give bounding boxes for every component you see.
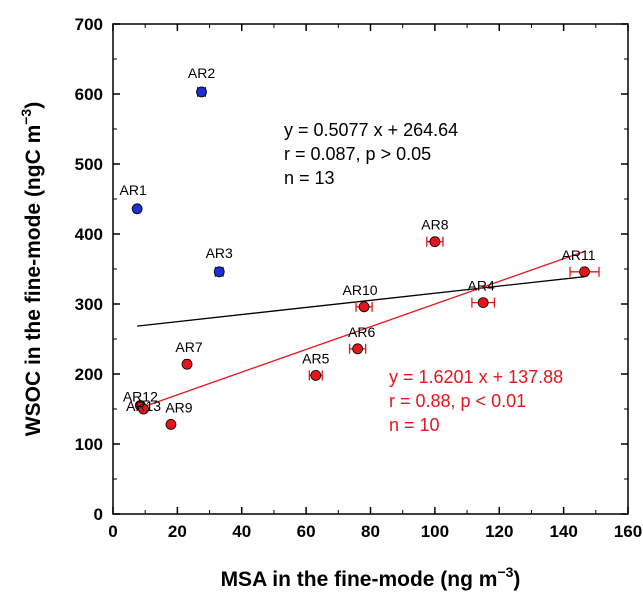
point-label: AR5 (302, 350, 329, 366)
data-point: AR8 (421, 217, 449, 248)
y-tick-label: 400 (75, 225, 103, 244)
marker-ar3 (213, 266, 225, 278)
point-label: AR4 (468, 278, 495, 294)
point-label: AR9 (165, 399, 192, 415)
point-label: AR6 (348, 324, 375, 340)
data-point: AR7 (175, 339, 203, 370)
point-label: AR2 (188, 65, 215, 81)
marker-ar8 (429, 236, 441, 248)
x-tick-label: 60 (297, 522, 316, 541)
point-label: AR8 (421, 217, 448, 233)
data-point: AR4 (468, 278, 496, 309)
point-label: AR1 (120, 182, 147, 198)
fit-lines (137, 250, 585, 409)
y-tick-label: 700 (75, 15, 103, 34)
data-point: AR9 (165, 399, 193, 430)
x-tick-label: 80 (361, 522, 380, 541)
point-label: AR10 (343, 282, 378, 298)
annotation-line: r = 0.88, p < 0.01 (389, 391, 526, 411)
point-label: AR3 (206, 245, 233, 261)
x-tick-label: 120 (485, 522, 513, 541)
data-point: AR2 (188, 65, 215, 98)
marker-ar1 (131, 203, 143, 215)
x-tick-label: 20 (168, 522, 187, 541)
x-tick-label: 0 (108, 522, 117, 541)
annotation-line: n = 13 (284, 168, 335, 188)
y-axis-title: WSOC in the fine-mode (ngC m−3) (18, 102, 45, 436)
data-point: AR1 (120, 182, 147, 215)
data-points: AR1 AR2 AR3 AR4 AR5 AR6 AR7 AR8 AR9 AR10 AR11 AR12A… (120, 65, 600, 430)
y-tick-label: 100 (75, 435, 103, 454)
marker-ar6 (352, 343, 364, 355)
x-tick-label: 160 (614, 522, 642, 541)
annotation-line: y = 0.5077 x + 264.64 (284, 120, 458, 140)
marker-ar11 (579, 266, 590, 278)
y-tick-label: 200 (75, 365, 103, 384)
marker-ar13 (138, 403, 149, 415)
fit-line-red (140, 250, 585, 409)
annotation-line: n = 10 (389, 415, 440, 435)
point-label: AR11 (562, 247, 596, 263)
x-tick-label: 100 (421, 522, 449, 541)
marker-ar9 (165, 418, 177, 430)
x-tick-label: 140 (549, 522, 577, 541)
data-point: AR10 (343, 282, 378, 313)
point-label: AR12 (123, 389, 158, 405)
point-label: AR13 (126, 398, 161, 414)
axes: 0 20 40 60 80 100 120 140 160 0 100 200 300 400 500 600… (75, 15, 643, 541)
data-point: AR5 (302, 350, 330, 381)
marker-ar4 (477, 297, 489, 309)
data-point: AR13 (126, 398, 161, 415)
plot-frame (112, 23, 629, 515)
data-point: AR11 (562, 247, 600, 278)
x-axis-title: MSA in the fine-mode (ng m−3) (221, 564, 521, 591)
x-tick-label: 40 (232, 522, 251, 541)
y-tick-label: 300 (75, 295, 103, 314)
annotation-line: y = 1.6201 x + 137.88 (389, 367, 563, 387)
data-point: AR3 (206, 245, 233, 278)
point-label: AR7 (175, 339, 202, 355)
y-tick-label: 0 (94, 505, 103, 524)
marker-ar5 (310, 369, 322, 381)
y-tick-label: 500 (75, 155, 103, 174)
annotation-line: r = 0.087, p > 0.05 (284, 144, 431, 164)
y-tick-label: 600 (75, 85, 103, 104)
marker-ar2 (196, 86, 207, 98)
fit-line-black (137, 276, 585, 327)
regression-annotations: y = 0.5077 x + 264.64 r = 0.087, p > 0.05… (284, 120, 563, 435)
marker-ar7 (181, 358, 193, 370)
marker-ar10 (358, 301, 370, 313)
data-point: AR6 (348, 324, 375, 355)
